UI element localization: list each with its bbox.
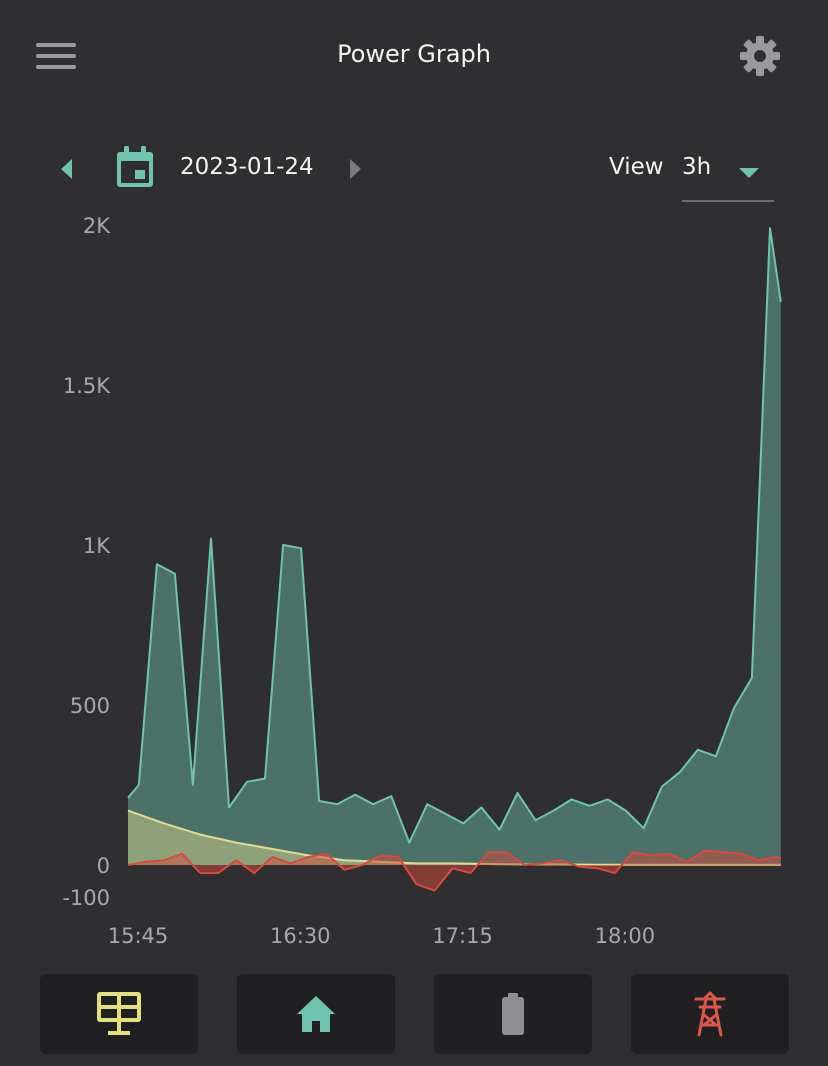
page-title: Power Graph <box>337 40 491 68</box>
nav-battery-button[interactable] <box>434 974 592 1054</box>
view-label: View <box>609 154 664 180</box>
x-tick-label: 17:15 <box>432 924 493 948</box>
hamburger-menu-icon[interactable] <box>36 40 76 72</box>
power-chart[interactable]: 2K 1.5K 1K 500 0 -100 15:45 16:30 17:15 18:00 <box>0 200 828 960</box>
x-tick-label: 18:00 <box>595 924 656 948</box>
caret-right-icon[interactable] <box>348 157 364 181</box>
caret-left-icon[interactable] <box>58 157 74 181</box>
date-label[interactable]: 2023-01-24 <box>180 154 314 180</box>
solar-panel-icon <box>97 992 141 1035</box>
chevron-down-icon <box>739 168 759 178</box>
solar-series-area <box>128 810 781 865</box>
view-range-select[interactable]: 3h <box>682 146 774 202</box>
bottom-navigation <box>0 974 828 1056</box>
date-navigation: 2023-01-24 View 3h <box>0 140 828 204</box>
y-tick-label: 500 <box>70 694 110 718</box>
house-series-area <box>128 228 781 865</box>
app-header: Power Graph <box>0 0 828 110</box>
calendar-icon[interactable] <box>114 145 156 189</box>
house-series-line <box>127 227 782 844</box>
nav-home-button[interactable] <box>237 974 395 1054</box>
grid-series-line <box>127 849 782 892</box>
y-tick-label: -100 <box>62 886 110 910</box>
power-tower-icon <box>694 991 726 1037</box>
power-chart-svg: 2K 1.5K 1K 500 0 -100 15:45 16:30 17:15 18:00 <box>62 214 782 948</box>
y-tick-label: 1K <box>83 534 111 558</box>
view-range-value: 3h <box>682 154 712 180</box>
x-tick-label: 16:30 <box>270 924 331 948</box>
y-tick-label: 1.5K <box>63 374 111 398</box>
nav-solar-button[interactable] <box>40 974 198 1054</box>
nav-grid-button[interactable] <box>631 974 789 1054</box>
home-icon <box>297 996 335 1032</box>
battery-icon <box>502 993 524 1035</box>
grid-series-area <box>128 850 781 891</box>
y-tick-label: 2K <box>83 214 111 238</box>
y-tick-label: 0 <box>97 854 110 878</box>
gear-icon[interactable] <box>738 34 782 78</box>
x-tick-label: 15:45 <box>108 924 169 948</box>
